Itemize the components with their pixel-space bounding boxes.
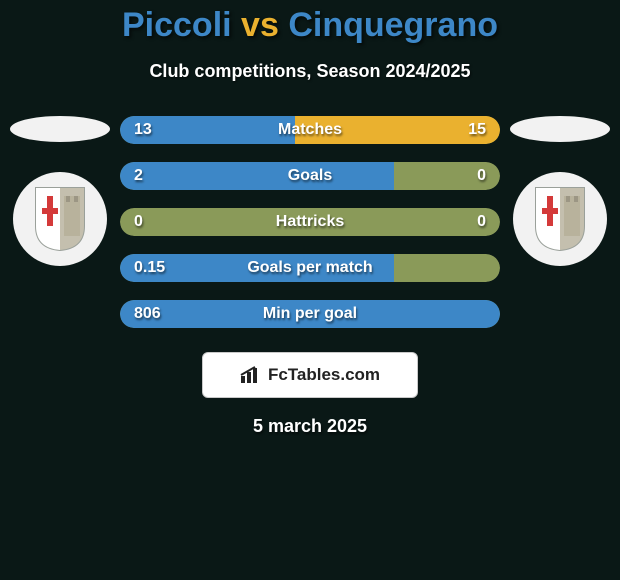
- stat-label: Matches: [278, 121, 342, 139]
- stat-label: Hattricks: [276, 213, 344, 231]
- right-club-crest: [513, 172, 607, 266]
- stat-row: 0.15 Goals per match: [120, 254, 500, 282]
- bar-left-fill: [120, 162, 394, 190]
- stat-row: 13 Matches 15: [120, 116, 500, 144]
- brand-text: FcTables.com: [268, 365, 380, 385]
- stat-right-value: 0: [477, 167, 486, 185]
- comparison-panel: 13 Matches 15 2 Goals 0 0 Hattricks 0 0.15 Goals p…: [0, 116, 620, 346]
- stat-right-value: 0: [477, 213, 486, 231]
- stat-left-value: 0: [134, 213, 143, 231]
- date-label: 5 march 2025: [0, 416, 620, 437]
- comparison-bars: 13 Matches 15 2 Goals 0 0 Hattricks 0 0.15 Goals p…: [110, 116, 510, 346]
- left-player-column: [10, 116, 110, 266]
- chart-icon: [240, 366, 262, 384]
- stat-label: Goals: [288, 167, 332, 185]
- stat-left-value: 0.15: [134, 259, 165, 277]
- stat-row: 0 Hattricks 0: [120, 208, 500, 236]
- stat-left-value: 2: [134, 167, 143, 185]
- brand-label: FcTables.com: [240, 365, 380, 385]
- shield-icon: [532, 186, 588, 252]
- stat-left-value: 806: [134, 305, 161, 323]
- shield-icon: [32, 186, 88, 252]
- right-player-column: [510, 116, 610, 266]
- left-player-placeholder: [10, 116, 110, 142]
- stat-right-value: 15: [468, 121, 486, 139]
- title-left: Piccoli: [122, 6, 232, 44]
- title-vs: vs: [241, 6, 279, 44]
- stat-label: Goals per match: [247, 259, 372, 277]
- stat-row: 2 Goals 0: [120, 162, 500, 190]
- left-club-crest: [13, 172, 107, 266]
- title-right: Cinquegrano: [288, 6, 498, 44]
- right-player-placeholder: [510, 116, 610, 142]
- stat-left-value: 13: [134, 121, 152, 139]
- stat-row: 806 Min per goal: [120, 300, 500, 328]
- stat-label: Min per goal: [263, 305, 357, 323]
- subtitle: Club competitions, Season 2024/2025: [0, 61, 620, 82]
- page-title: Piccoli vs Cinquegrano: [0, 0, 620, 45]
- brand-box: FcTables.com: [202, 352, 418, 398]
